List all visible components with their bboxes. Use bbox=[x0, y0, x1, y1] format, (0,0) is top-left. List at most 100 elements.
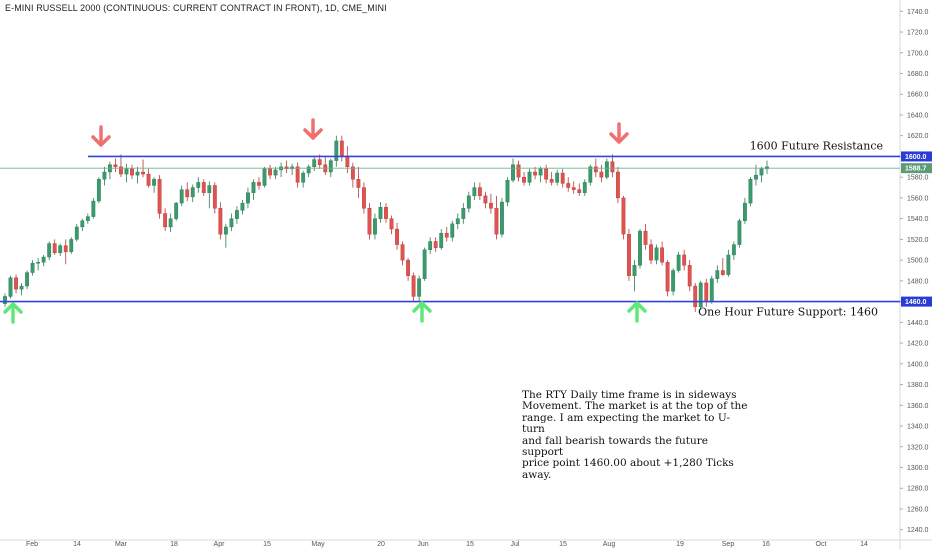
candle-body bbox=[69, 239, 74, 253]
candle-body bbox=[312, 159, 317, 168]
x-tick-label: 15 bbox=[466, 541, 474, 548]
y-tick-label: 1400.0 bbox=[907, 361, 929, 368]
candle-body bbox=[207, 185, 212, 193]
candle-body bbox=[588, 166, 593, 183]
candle-body bbox=[212, 185, 217, 209]
y-tick-label: 1720.0 bbox=[907, 30, 929, 37]
candle-body bbox=[439, 232, 444, 248]
candle-body bbox=[257, 182, 261, 186]
candle-body bbox=[157, 179, 162, 214]
candle-body bbox=[3, 296, 7, 304]
candle-body bbox=[549, 179, 554, 183]
candle-body bbox=[378, 207, 383, 219]
candle-body bbox=[577, 189, 582, 193]
candle-body bbox=[179, 189, 184, 204]
x-tick-label: 16 bbox=[762, 541, 770, 548]
candle-body bbox=[141, 171, 145, 175]
candle-body bbox=[8, 277, 13, 297]
candle-body bbox=[196, 182, 201, 188]
candle-body bbox=[566, 183, 571, 188]
y-tick-label: 1680.0 bbox=[907, 71, 929, 78]
x-tick-label: Jul bbox=[511, 541, 520, 548]
candle-body bbox=[146, 173, 151, 186]
candle-body bbox=[58, 245, 63, 254]
candle-body bbox=[748, 179, 753, 204]
candle-body bbox=[417, 278, 422, 297]
y-tick-label: 1240.0 bbox=[907, 527, 929, 534]
candle-body bbox=[218, 208, 223, 235]
candle-body bbox=[367, 208, 372, 235]
y-tick-label: 1500.0 bbox=[907, 258, 929, 265]
x-tick-label: Mar bbox=[115, 541, 128, 548]
x-tick-label: Sep bbox=[722, 541, 735, 548]
candle-body bbox=[174, 202, 179, 219]
resistance-down-arrow bbox=[303, 118, 323, 140]
candle-body bbox=[759, 168, 764, 176]
candle-body bbox=[682, 254, 687, 266]
candle-body bbox=[715, 270, 720, 279]
candle-body bbox=[223, 226, 228, 235]
candle-body bbox=[593, 166, 598, 173]
support-label: One Hour Future Support: 1460 bbox=[698, 306, 878, 319]
candle-body bbox=[85, 216, 90, 221]
candle-body bbox=[251, 182, 256, 193]
y-tick-label: 1280.0 bbox=[907, 486, 929, 493]
candle-body bbox=[373, 218, 377, 235]
candle-body bbox=[428, 241, 433, 250]
candle-body bbox=[356, 179, 361, 188]
candle-body bbox=[627, 234, 631, 276]
candle-body bbox=[544, 168, 549, 180]
candle-body bbox=[301, 172, 306, 183]
analysis-note: The RTY Daily time frame is in sideways … bbox=[522, 389, 752, 481]
note-line: The RTY Daily time frame is in sideways bbox=[522, 389, 737, 401]
candle-body bbox=[130, 168, 134, 176]
candle-body bbox=[505, 180, 510, 203]
candle-body bbox=[113, 164, 118, 168]
x-tick-label: Jun bbox=[417, 541, 428, 548]
candle-body bbox=[444, 232, 449, 238]
resistance-label: 1600 Future Resistance bbox=[750, 139, 883, 152]
y-tick-label: 1260.0 bbox=[907, 506, 929, 513]
x-tick-label: 19 bbox=[676, 541, 684, 548]
candle-body bbox=[477, 187, 482, 197]
support-up-arrow bbox=[412, 301, 432, 323]
candle-body bbox=[643, 230, 648, 245]
note-line: Movement. The market is at the top of th… bbox=[522, 400, 748, 413]
candle-body bbox=[538, 168, 543, 176]
last-price-tag-bg bbox=[901, 163, 932, 174]
candle-body bbox=[649, 244, 653, 261]
candle-body bbox=[676, 254, 681, 271]
candle-body bbox=[483, 195, 488, 204]
candle-body bbox=[731, 244, 736, 256]
y-tick-label: 1340.0 bbox=[907, 424, 929, 431]
candle-body bbox=[466, 195, 471, 209]
y-tick-label: 1420.0 bbox=[907, 341, 929, 348]
arrow-shape bbox=[303, 118, 323, 140]
arrow-shape bbox=[412, 301, 432, 323]
y-tick-label: 1380.0 bbox=[907, 382, 929, 389]
candle-body bbox=[268, 168, 272, 176]
resistance-down-arrow bbox=[91, 125, 111, 147]
y-tick-label: 1520.0 bbox=[907, 237, 929, 244]
y-tick-label: 1620.0 bbox=[907, 133, 929, 140]
candle-body bbox=[472, 187, 477, 197]
candle-body bbox=[604, 161, 609, 178]
x-tick-label: Oct bbox=[816, 541, 827, 548]
y-tick-label: 1480.0 bbox=[907, 278, 929, 285]
candle-body bbox=[328, 160, 333, 173]
candle-body bbox=[494, 208, 499, 235]
candle-body bbox=[671, 270, 676, 292]
candle-body bbox=[389, 218, 394, 230]
candle-body bbox=[102, 171, 107, 180]
candle-body bbox=[489, 202, 493, 209]
candle-body bbox=[306, 166, 311, 174]
resistance-tag: 1600.0 bbox=[905, 154, 927, 161]
note-line: price point 1460.00 about +1,280 Ticks a… bbox=[522, 457, 734, 481]
candle-body bbox=[63, 245, 68, 253]
candle-body bbox=[246, 192, 250, 204]
candle-body bbox=[737, 220, 742, 245]
y-tick-label: 1740.0 bbox=[907, 9, 929, 16]
candle-body bbox=[698, 282, 703, 307]
